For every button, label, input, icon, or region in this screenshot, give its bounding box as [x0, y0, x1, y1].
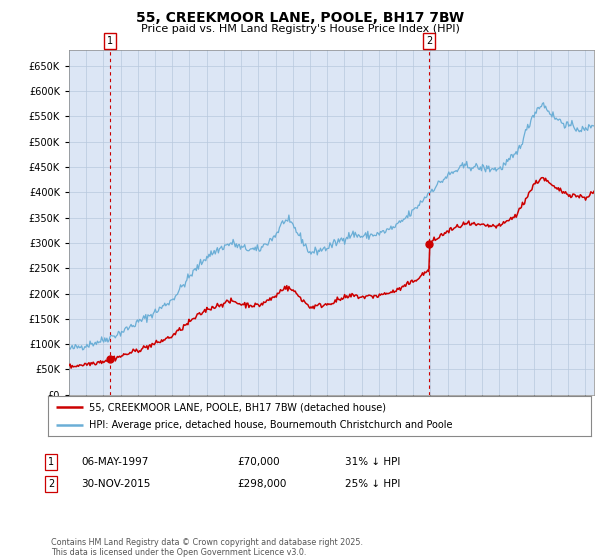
Text: Contains HM Land Registry data © Crown copyright and database right 2025.
This d: Contains HM Land Registry data © Crown c…: [51, 538, 363, 557]
Text: 2: 2: [48, 479, 54, 489]
Text: 1: 1: [48, 457, 54, 467]
Text: 1: 1: [107, 36, 113, 46]
Text: 31% ↓ HPI: 31% ↓ HPI: [345, 457, 400, 467]
Text: 06-MAY-1997: 06-MAY-1997: [81, 457, 148, 467]
Text: 55, CREEKMOOR LANE, POOLE, BH17 7BW: 55, CREEKMOOR LANE, POOLE, BH17 7BW: [136, 11, 464, 25]
Text: 25% ↓ HPI: 25% ↓ HPI: [345, 479, 400, 489]
Text: £298,000: £298,000: [237, 479, 286, 489]
Text: HPI: Average price, detached house, Bournemouth Christchurch and Poole: HPI: Average price, detached house, Bour…: [89, 419, 452, 430]
Text: 30-NOV-2015: 30-NOV-2015: [81, 479, 151, 489]
Text: 55, CREEKMOOR LANE, POOLE, BH17 7BW (detached house): 55, CREEKMOOR LANE, POOLE, BH17 7BW (det…: [89, 403, 386, 413]
Text: £70,000: £70,000: [237, 457, 280, 467]
Text: 2: 2: [426, 36, 432, 46]
Text: Price paid vs. HM Land Registry's House Price Index (HPI): Price paid vs. HM Land Registry's House …: [140, 24, 460, 34]
